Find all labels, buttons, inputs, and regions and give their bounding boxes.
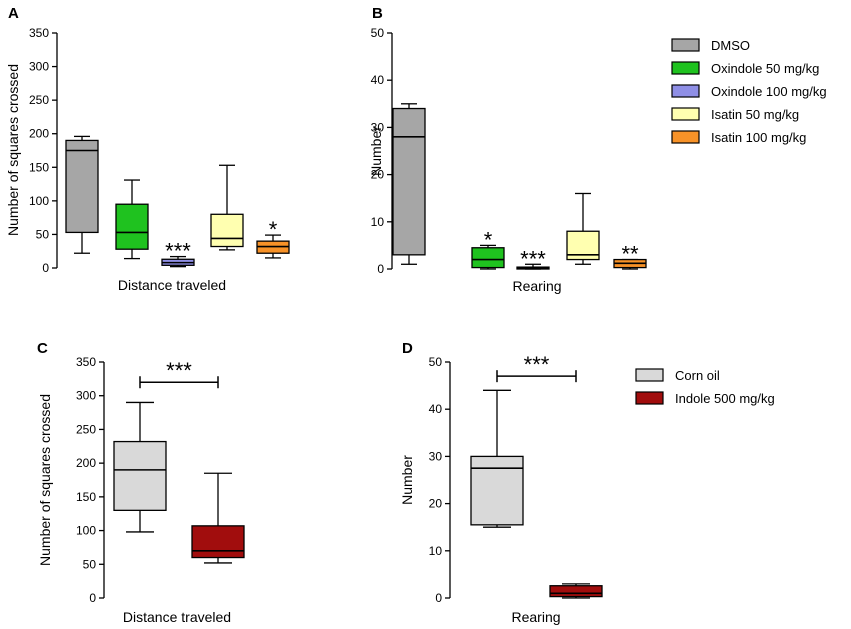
y-tick-label: 20 bbox=[429, 497, 443, 511]
box-1 bbox=[65, 135, 99, 254]
legend-swatch bbox=[671, 38, 700, 52]
y-tick-label: 250 bbox=[29, 93, 49, 107]
y-tick-label: 0 bbox=[435, 591, 442, 605]
y-tick-label: 250 bbox=[76, 422, 96, 436]
y-tick-label: 150 bbox=[76, 490, 96, 504]
box-body bbox=[210, 213, 244, 248]
legend-swatch bbox=[635, 368, 664, 382]
panel-c: C 0 50 100 150 200 250 300 350 Number of squares … bbox=[37, 340, 245, 625]
box-2 bbox=[115, 179, 149, 260]
y-tick-label: 300 bbox=[76, 389, 96, 403]
y-tick-label: 10 bbox=[371, 215, 385, 229]
box-body bbox=[392, 107, 426, 256]
legend-legend_bottom: Corn oil Indole 500 mg/kg bbox=[635, 368, 775, 406]
y-tick-label: 100 bbox=[29, 194, 49, 208]
box-body bbox=[471, 247, 505, 269]
x-axis-label: Rearing bbox=[511, 609, 560, 625]
panel-letter: B bbox=[372, 5, 383, 22]
y-tick-label: 50 bbox=[371, 26, 385, 40]
y-tick-label: 40 bbox=[371, 73, 385, 87]
box-body bbox=[549, 585, 603, 598]
box-body bbox=[65, 139, 99, 234]
y-tick-label: 150 bbox=[29, 160, 49, 174]
legend-label: Oxindole 50 mg/kg bbox=[711, 61, 819, 76]
significance-marker: * bbox=[484, 227, 493, 252]
legend-label: DMSO bbox=[711, 38, 750, 53]
legend-swatch bbox=[671, 130, 700, 144]
box-body bbox=[191, 525, 245, 559]
y-tick-label: 350 bbox=[29, 26, 49, 40]
box-1 bbox=[392, 103, 426, 265]
legend-label: Indole 500 mg/kg bbox=[675, 391, 775, 406]
legend-label: Oxindole 100 mg/kg bbox=[711, 84, 827, 99]
y-tick-label: 350 bbox=[76, 355, 96, 369]
y-tick-label: 200 bbox=[76, 456, 96, 470]
legend-swatch bbox=[671, 84, 700, 98]
significance-marker: ** bbox=[621, 242, 639, 267]
y-axis-label: Number bbox=[368, 126, 384, 176]
box-1 bbox=[470, 389, 524, 528]
y-tick-label: 50 bbox=[36, 227, 50, 241]
panel-a: A 0 50 100 150 200 250 300 350 Number of squares … bbox=[5, 5, 290, 293]
significance-marker: *** bbox=[165, 239, 191, 264]
box-2 bbox=[191, 472, 245, 564]
legend-label: Isatin 100 mg/kg bbox=[711, 130, 806, 145]
panel-letter: A bbox=[8, 5, 19, 22]
y-tick-label: 100 bbox=[76, 524, 96, 538]
y-axis-label: Number bbox=[399, 455, 415, 505]
box-body bbox=[115, 203, 149, 250]
y-tick-label: 20 bbox=[371, 168, 385, 182]
y-tick-label: 40 bbox=[429, 402, 443, 416]
legend-swatch bbox=[671, 107, 700, 121]
x-axis-label: Distance traveled bbox=[123, 609, 231, 625]
box-2: * bbox=[471, 227, 505, 270]
legend-swatch bbox=[671, 61, 700, 75]
y-tick-label: 10 bbox=[429, 544, 443, 558]
legend-swatch bbox=[635, 391, 664, 405]
significance-marker: * bbox=[269, 217, 278, 242]
panel-letter: C bbox=[37, 340, 48, 357]
x-axis-label: Distance traveled bbox=[118, 277, 226, 293]
box-body bbox=[113, 440, 167, 511]
box-body bbox=[470, 455, 524, 526]
bracket-significance: *** bbox=[524, 352, 550, 377]
legend-legend_top: DMSO Oxindole 50 mg/kg Oxindole 100 mg/kg I… bbox=[671, 38, 827, 145]
y-axis-label: Number of squares crossed bbox=[37, 394, 53, 566]
box-4 bbox=[210, 164, 244, 251]
panel-d: D 0 10 20 30 40 50 Number Rearing *** bbox=[399, 340, 603, 625]
panel-letter: D bbox=[402, 340, 413, 357]
y-axis-label: Number of squares crossed bbox=[5, 64, 21, 236]
legend-label: Isatin 50 mg/kg bbox=[711, 107, 799, 122]
box-5: * bbox=[256, 217, 290, 259]
y-tick-label: 50 bbox=[83, 557, 97, 571]
y-tick-label: 300 bbox=[29, 60, 49, 74]
legend-label: Corn oil bbox=[675, 368, 720, 383]
box-2 bbox=[549, 583, 603, 599]
box-1 bbox=[113, 401, 167, 533]
box-5: ** bbox=[613, 242, 647, 270]
y-tick-label: 200 bbox=[29, 127, 49, 141]
y-tick-label: 30 bbox=[429, 449, 443, 463]
bracket-significance: *** bbox=[166, 358, 192, 383]
y-tick-label: 0 bbox=[89, 591, 96, 605]
y-tick-label: 50 bbox=[429, 355, 443, 369]
significance-marker: *** bbox=[520, 246, 546, 271]
y-tick-label: 30 bbox=[371, 120, 385, 134]
box-3: *** bbox=[161, 239, 195, 268]
box-3: *** bbox=[516, 246, 550, 271]
y-tick-label: 0 bbox=[42, 261, 49, 275]
x-axis-label: Rearing bbox=[512, 278, 561, 294]
y-tick-label: 0 bbox=[377, 262, 384, 276]
box-4 bbox=[566, 192, 600, 265]
